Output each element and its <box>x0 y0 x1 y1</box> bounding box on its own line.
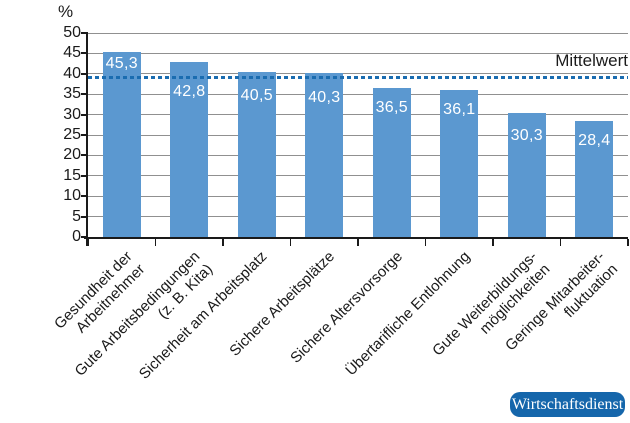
y-axis-line <box>86 33 88 246</box>
x-tick-mark <box>559 239 561 246</box>
category-label: Sichere Altersvorsorge <box>287 248 406 367</box>
y-gridline <box>88 52 628 54</box>
x-tick-mark <box>87 239 89 246</box>
mittelwert-line <box>88 76 628 80</box>
bar-value-label: 45,3 <box>105 55 138 73</box>
y-tick-label: 20 <box>63 146 81 164</box>
y-gridline <box>88 73 628 75</box>
y-gridline <box>88 216 628 218</box>
y-tick-mark <box>81 52 88 55</box>
x-tick-mark <box>424 239 426 246</box>
y-tick-mark <box>81 195 88 198</box>
y-tick-label: 50 <box>63 24 81 41</box>
y-tick-label: 5 <box>72 207 81 225</box>
y-tick-label: 30 <box>63 105 81 123</box>
y-tick-label: 10 <box>63 187 81 205</box>
bar <box>372 88 411 237</box>
y-tick-mark <box>81 215 88 218</box>
y-tick-mark <box>81 154 88 157</box>
bar-value-label: 36,1 <box>443 100 476 118</box>
y-axis-unit-label: % <box>58 2 74 21</box>
y-tick-label: 40 <box>63 64 81 82</box>
y-tick-mark <box>81 72 88 75</box>
y-gridline <box>88 195 628 197</box>
bar-value-label: 28,4 <box>578 132 611 150</box>
bar <box>440 89 479 237</box>
y-tick-mark <box>81 113 88 116</box>
y-gridline <box>88 114 628 116</box>
y-gridline <box>88 93 628 95</box>
bar <box>237 71 276 237</box>
bar-value-label: 30,3 <box>510 127 543 145</box>
x-tick-mark <box>289 239 291 246</box>
bar <box>102 52 141 237</box>
x-tick-mark <box>627 239 629 246</box>
x-tick-mark <box>154 239 156 246</box>
y-tick-label: 35 <box>63 85 81 103</box>
y-tick-mark <box>81 174 88 177</box>
bar <box>507 113 546 237</box>
x-tick-mark <box>492 239 494 246</box>
y-tick-label: 15 <box>63 166 81 184</box>
y-gridline <box>88 134 628 136</box>
bar <box>575 121 614 237</box>
bar <box>170 62 209 237</box>
y-tick-mark <box>81 93 88 96</box>
y-tick-label: 25 <box>63 126 81 143</box>
y-tick-label: 45 <box>63 44 81 62</box>
y-tick-label: 0 <box>72 228 81 245</box>
x-tick-mark <box>222 239 224 246</box>
bar-value-label: 36,5 <box>375 99 408 117</box>
y-tick-mark <box>81 32 88 34</box>
x-tick-mark <box>357 239 359 246</box>
y-gridline <box>88 154 628 156</box>
y-gridline <box>88 175 628 177</box>
y-tick-mark <box>81 134 88 136</box>
bar-value-label: 40,5 <box>240 86 273 104</box>
bar-value-label: 40,3 <box>308 88 341 106</box>
wirtschaftsdienst-badge: Wirtschaftsdienst <box>510 392 625 417</box>
bar-value-label: 42,8 <box>173 83 206 101</box>
bar <box>305 72 344 237</box>
x-axis-line <box>84 237 628 239</box>
y-gridline <box>88 32 628 34</box>
mittelwert-label: Mittelwert <box>555 51 628 70</box>
